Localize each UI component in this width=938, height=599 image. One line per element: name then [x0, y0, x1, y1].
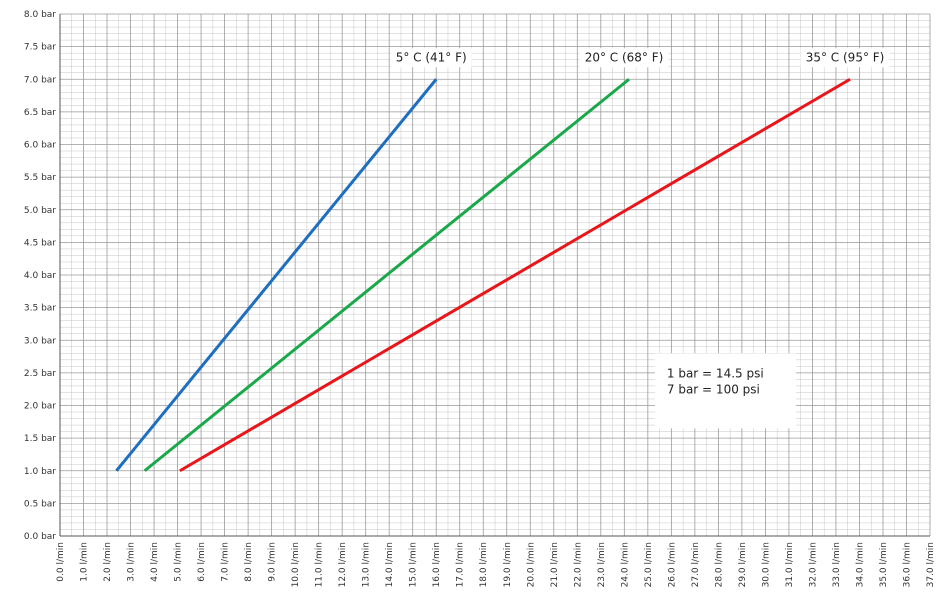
- x-tick-label: 14.0 l/min: [385, 542, 395, 587]
- x-tick-label: 9.0 l/min: [268, 542, 278, 582]
- y-tick-label: 4.0 bar: [24, 271, 56, 281]
- x-tick-label: 37.0 l/min: [926, 542, 936, 587]
- series-label-box: [390, 48, 472, 68]
- x-tick-label: 26.0 l/min: [667, 542, 677, 587]
- x-tick-label: 36.0 l/min: [902, 542, 912, 587]
- note-line: 1 bar = 14.5 psi: [667, 366, 764, 380]
- series-label-text: 20° C (68° F): [585, 50, 664, 64]
- x-tick-label: 3.0 l/min: [127, 542, 137, 582]
- y-tick-label: 3.0 bar: [24, 336, 56, 346]
- series-label: 5° C (41° F): [390, 48, 472, 68]
- x-tick-label: 22.0 l/min: [573, 542, 583, 587]
- y-tick-label: 0.0 bar: [24, 532, 56, 542]
- x-tick-label: 30.0 l/min: [761, 542, 771, 587]
- x-tick-label: 33.0 l/min: [832, 542, 842, 587]
- x-tick-label: 7.0 l/min: [221, 542, 231, 582]
- series-label-box: [579, 48, 669, 68]
- x-tick-label: 11.0 l/min: [315, 542, 325, 587]
- x-tick-label: 0.0 l/min: [56, 542, 66, 582]
- series-lines: [115, 77, 851, 473]
- major-grid: [59, 13, 931, 537]
- series-label-box: [800, 48, 890, 68]
- note-box: [654, 353, 796, 429]
- note-line: 7 bar = 100 psi: [667, 382, 760, 396]
- y-tick-label: 2.5 bar: [24, 369, 56, 379]
- y-tick-label: 4.5 bar: [24, 238, 56, 248]
- series-line: [143, 78, 630, 472]
- y-tick-label: 3.5 bar: [24, 304, 56, 314]
- x-tick-label: 17.0 l/min: [456, 542, 466, 587]
- y-tick-label: 7.5 bar: [24, 43, 56, 53]
- series-label: 35° C (95° F): [800, 48, 890, 68]
- y-tick-label: 6.5 bar: [24, 108, 56, 118]
- x-tick-label: 35.0 l/min: [879, 542, 889, 587]
- series-label: 20° C (68° F): [579, 48, 669, 68]
- x-tick-label: 23.0 l/min: [597, 542, 607, 587]
- series-line: [115, 78, 438, 472]
- y-tick-label: 5.0 bar: [24, 206, 56, 216]
- x-tick-label: 16.0 l/min: [432, 542, 442, 587]
- x-tick-label: 34.0 l/min: [855, 542, 865, 587]
- series-line: [179, 77, 851, 473]
- x-tick-label: 8.0 l/min: [244, 542, 254, 582]
- y-tick-label: 1.5 bar: [24, 434, 56, 444]
- x-tick-label: 10.0 l/min: [291, 542, 301, 587]
- x-tick-label: 31.0 l/min: [785, 542, 795, 587]
- x-tick-label: 6.0 l/min: [197, 542, 207, 582]
- y-tick-label: 0.5 bar: [24, 499, 56, 509]
- y-tick-label: 2.0 bar: [24, 402, 56, 412]
- x-tick-label: 15.0 l/min: [409, 542, 419, 587]
- y-tick-label: 1.0 bar: [24, 467, 56, 477]
- x-tick-label: 21.0 l/min: [550, 542, 560, 587]
- x-tick-label: 19.0 l/min: [503, 542, 513, 587]
- x-tick-label: 25.0 l/min: [644, 542, 654, 587]
- x-tick-label: 12.0 l/min: [338, 542, 348, 587]
- y-tick-label: 8.0 bar: [24, 10, 56, 20]
- y-tick-label: 7.0 bar: [24, 75, 56, 85]
- x-tick-label: 24.0 l/min: [620, 542, 630, 587]
- series-label-text: 5° C (41° F): [396, 50, 467, 64]
- x-tick-label: 2.0 l/min: [103, 542, 113, 582]
- axes: [59, 14, 930, 537]
- x-tick-label: 27.0 l/min: [691, 542, 701, 587]
- x-tick-label: 1.0 l/min: [80, 542, 90, 582]
- x-tick-label: 13.0 l/min: [362, 542, 372, 587]
- x-tick-labels: 0.0 l/min 1.0 l/min 2.0 l/min 3.0 l/min 4.0 …: [56, 542, 936, 587]
- series-label-text: 35° C (95° F): [806, 50, 885, 64]
- y-tick-label: 6.0 bar: [24, 141, 56, 151]
- y-tick-label: 5.5 bar: [24, 173, 56, 183]
- series-labels: 5° C (41° F) 20° C (68° F) 35° C (95° F): [390, 48, 890, 68]
- y-tick-labels: 0.0 bar 0.5 bar 1.0 bar 1.5 bar 2.0 bar 2.5 b…: [24, 10, 56, 542]
- x-tick-label: 20.0 l/min: [526, 542, 536, 587]
- x-tick-label: 32.0 l/min: [808, 542, 818, 587]
- x-tick-label: 5.0 l/min: [174, 542, 184, 582]
- x-tick-label: 28.0 l/min: [714, 542, 724, 587]
- x-tick-label: 4.0 l/min: [150, 542, 160, 582]
- conversion-note: 1 bar = 14.5 psi 7 bar = 100 psi: [654, 353, 796, 429]
- x-tick-label: 18.0 l/min: [479, 542, 489, 587]
- x-tick-label: 29.0 l/min: [738, 542, 748, 587]
